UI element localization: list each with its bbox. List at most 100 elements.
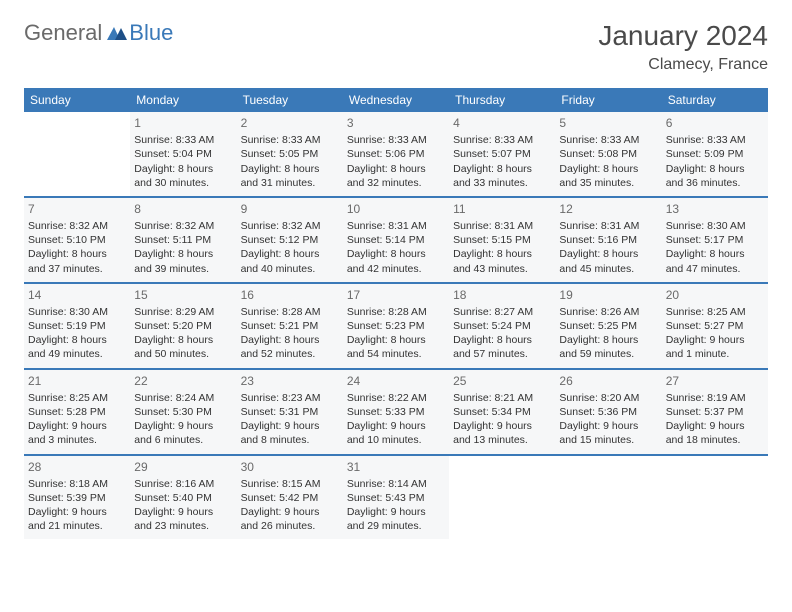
day-cell: 5Sunrise: 8:33 AMSunset: 5:08 PMDaylight… — [555, 112, 661, 196]
sunrise-line: Sunrise: 8:21 AM — [453, 391, 551, 405]
logo: General Blue — [24, 20, 173, 46]
day-number: 21 — [28, 373, 126, 389]
day-cell: 17Sunrise: 8:28 AMSunset: 5:23 PMDayligh… — [343, 284, 449, 368]
sunset-line: Sunset: 5:05 PM — [241, 147, 339, 161]
daylight-line: Daylight: 8 hours and 54 minutes. — [347, 333, 445, 361]
daylight-line: Daylight: 9 hours and 15 minutes. — [559, 419, 657, 447]
sunrise-line: Sunrise: 8:33 AM — [134, 133, 232, 147]
daylight-line: Daylight: 9 hours and 3 minutes. — [28, 419, 126, 447]
day-number: 16 — [241, 287, 339, 303]
week-row: 7Sunrise: 8:32 AMSunset: 5:10 PMDaylight… — [24, 196, 768, 282]
day-number: 19 — [559, 287, 657, 303]
day-number: 15 — [134, 287, 232, 303]
sunset-line: Sunset: 5:27 PM — [666, 319, 764, 333]
daylight-line: Daylight: 8 hours and 30 minutes. — [134, 162, 232, 190]
day-number: 26 — [559, 373, 657, 389]
daylight-line: Daylight: 9 hours and 21 minutes. — [28, 505, 126, 533]
sunrise-line: Sunrise: 8:23 AM — [241, 391, 339, 405]
day-cell: 31Sunrise: 8:14 AMSunset: 5:43 PMDayligh… — [343, 456, 449, 540]
logo-triangle-icon — [107, 20, 127, 46]
day-number: 11 — [453, 201, 551, 217]
sunrise-line: Sunrise: 8:25 AM — [28, 391, 126, 405]
day-cell: 29Sunrise: 8:16 AMSunset: 5:40 PMDayligh… — [130, 456, 236, 540]
sunrise-line: Sunrise: 8:33 AM — [241, 133, 339, 147]
calendar: SundayMondayTuesdayWednesdayThursdayFrid… — [24, 88, 768, 539]
daylight-line: Daylight: 8 hours and 59 minutes. — [559, 333, 657, 361]
daylight-line: Daylight: 8 hours and 39 minutes. — [134, 247, 232, 275]
daylight-line: Daylight: 9 hours and 1 minute. — [666, 333, 764, 361]
sunrise-line: Sunrise: 8:16 AM — [134, 477, 232, 491]
day-number: 25 — [453, 373, 551, 389]
sunset-line: Sunset: 5:09 PM — [666, 147, 764, 161]
daylight-line: Daylight: 9 hours and 10 minutes. — [347, 419, 445, 447]
logo-text-blue: Blue — [129, 20, 173, 46]
sunrise-line: Sunrise: 8:29 AM — [134, 305, 232, 319]
sunrise-line: Sunrise: 8:26 AM — [559, 305, 657, 319]
day-number: 8 — [134, 201, 232, 217]
day-header-monday: Monday — [130, 88, 236, 112]
day-number: 27 — [666, 373, 764, 389]
day-number: 20 — [666, 287, 764, 303]
sunrise-line: Sunrise: 8:33 AM — [347, 133, 445, 147]
sunrise-line: Sunrise: 8:22 AM — [347, 391, 445, 405]
daylight-line: Daylight: 8 hours and 52 minutes. — [241, 333, 339, 361]
sunrise-line: Sunrise: 8:32 AM — [134, 219, 232, 233]
day-cell: 11Sunrise: 8:31 AMSunset: 5:15 PMDayligh… — [449, 198, 555, 282]
daylight-line: Daylight: 8 hours and 37 minutes. — [28, 247, 126, 275]
sunrise-line: Sunrise: 8:25 AM — [666, 305, 764, 319]
day-number: 1 — [134, 115, 232, 131]
day-cell: 22Sunrise: 8:24 AMSunset: 5:30 PMDayligh… — [130, 370, 236, 454]
day-cell: 21 Sunrise: 8:25 AMSunset: 5:28 PMDayligh… — [24, 370, 130, 454]
sunset-line: Sunset: 5:37 PM — [666, 405, 764, 419]
sunset-line: Sunset: 5:23 PM — [347, 319, 445, 333]
day-cell: 16Sunrise: 8:28 AMSunset: 5:21 PMDayligh… — [237, 284, 343, 368]
sunset-line: Sunset: 5:28 PM — [28, 405, 126, 419]
daylight-line: Daylight: 9 hours and 13 minutes. — [453, 419, 551, 447]
daylight-line: Daylight: 8 hours and 35 minutes. — [559, 162, 657, 190]
sunrise-line: Sunrise: 8:27 AM — [453, 305, 551, 319]
sunset-line: Sunset: 5:25 PM — [559, 319, 657, 333]
day-cell: 2Sunrise: 8:33 AMSunset: 5:05 PMDaylight… — [237, 112, 343, 196]
day-number: 5 — [559, 115, 657, 131]
daylight-line: Daylight: 8 hours and 43 minutes. — [453, 247, 551, 275]
day-header-sunday: Sunday — [24, 88, 130, 112]
day-header-saturday: Saturday — [662, 88, 768, 112]
sunset-line: Sunset: 5:30 PM — [134, 405, 232, 419]
sunset-line: Sunset: 5:34 PM — [453, 405, 551, 419]
sunrise-line: Sunrise: 8:24 AM — [134, 391, 232, 405]
day-number: 22 — [134, 373, 232, 389]
sunset-line: Sunset: 5:20 PM — [134, 319, 232, 333]
day-cell: 9Sunrise: 8:32 AMSunset: 5:12 PMDaylight… — [237, 198, 343, 282]
sunset-line: Sunset: 5:40 PM — [134, 491, 232, 505]
day-header-friday: Friday — [555, 88, 661, 112]
header: General Blue January 2024 Clamecy, Franc… — [24, 20, 768, 74]
day-cell: 26Sunrise: 8:20 AMSunset: 5:36 PMDayligh… — [555, 370, 661, 454]
day-cell: 23Sunrise: 8:23 AMSunset: 5:31 PMDayligh… — [237, 370, 343, 454]
daylight-line: Daylight: 8 hours and 40 minutes. — [241, 247, 339, 275]
week-row: 14Sunrise: 8:30 AMSunset: 5:19 PMDayligh… — [24, 282, 768, 368]
sunrise-line: Sunrise: 8:30 AM — [28, 305, 126, 319]
sunset-line: Sunset: 5:42 PM — [241, 491, 339, 505]
location: Clamecy, France — [598, 56, 768, 74]
sunset-line: Sunset: 5:14 PM — [347, 233, 445, 247]
sunrise-line: Sunrise: 8:15 AM — [241, 477, 339, 491]
day-cell: 6Sunrise: 8:33 AMSunset: 5:09 PMDaylight… — [662, 112, 768, 196]
day-number: 24 — [347, 373, 445, 389]
day-cell: 25 Sunrise: 8:21 AMSunset: 5:34 PMDayligh… — [449, 370, 555, 454]
day-empty — [555, 456, 661, 540]
sunset-line: Sunset: 5:39 PM — [28, 491, 126, 505]
sunset-line: Sunset: 5:16 PM — [559, 233, 657, 247]
sunrise-line: Sunrise: 8:31 AM — [453, 219, 551, 233]
sunrise-line: Sunrise: 8:20 AM — [559, 391, 657, 405]
day-number: 4 — [453, 115, 551, 131]
daylight-line: Daylight: 8 hours and 45 minutes. — [559, 247, 657, 275]
sunset-line: Sunset: 5:19 PM — [28, 319, 126, 333]
day-number: 28 — [28, 459, 126, 475]
day-number: 18 — [453, 287, 551, 303]
day-cell: 24Sunrise: 8:22 AMSunset: 5:33 PMDayligh… — [343, 370, 449, 454]
day-number: 31 — [347, 459, 445, 475]
sunset-line: Sunset: 5:24 PM — [453, 319, 551, 333]
week-row: 28Sunrise: 8:18 AMSunset: 5:39 PMDayligh… — [24, 454, 768, 540]
week-row: 21Sunrise: 8:25 AMSunset: 5:28 PMDayligh… — [24, 368, 768, 454]
sunset-line: Sunset: 5:08 PM — [559, 147, 657, 161]
